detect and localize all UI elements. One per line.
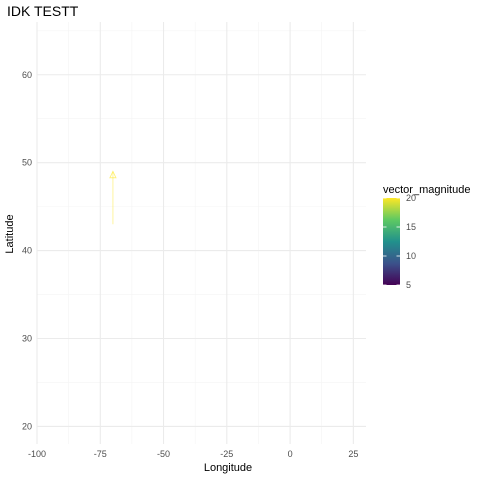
x-axis-label: Longitude (204, 462, 252, 474)
y-tick-label: 30 (22, 334, 32, 344)
y-tick-label: 20 (22, 421, 32, 431)
color-legend: vector_magnitude 5 10 15 20 (383, 184, 470, 290)
y-tick-label: 60 (22, 70, 32, 80)
plot-panel (36, 22, 366, 444)
legend-tick-label: 20 (406, 193, 416, 203)
y-tick-label: 50 (22, 158, 32, 168)
legend-title: vector_magnitude (383, 184, 470, 196)
x-tick-label: 25 (348, 449, 358, 459)
legend-tick-label: 5 (406, 280, 411, 290)
y-axis-label: Latitude (4, 214, 16, 253)
x-tick-label: -50 (157, 449, 170, 459)
legend-tick-label: 15 (406, 222, 416, 232)
y-tick-label: 40 (22, 246, 32, 256)
x-tick-label: -75 (94, 449, 107, 459)
legend-tick-label: 10 (406, 251, 416, 261)
legend-ticks: 5 10 15 20 (383, 193, 416, 290)
vector-arrowhead (109, 170, 117, 179)
x-tick-label: 0 (288, 449, 293, 459)
x-tick-label: -25 (220, 449, 233, 459)
chart-title: IDK TESTT (7, 3, 79, 19)
x-axis: -100 -75 -50 -25 0 25 (28, 449, 358, 459)
x-tick-label: -100 (28, 449, 46, 459)
vector-layer (109, 170, 117, 225)
y-axis: 20 30 40 50 60 (22, 70, 32, 432)
legend-colorbar (383, 198, 400, 285)
